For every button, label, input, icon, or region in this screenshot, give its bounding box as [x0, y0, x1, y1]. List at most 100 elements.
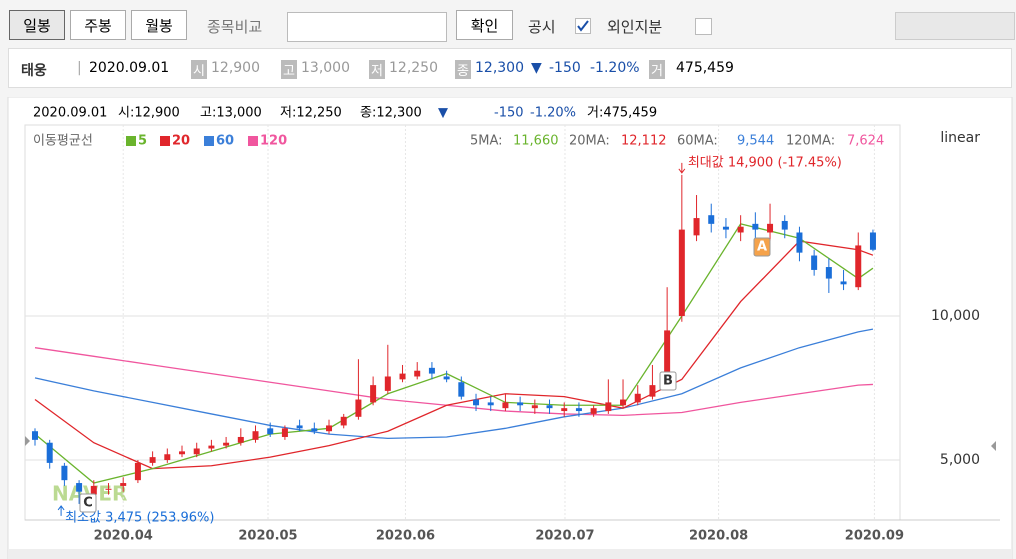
marker: A	[757, 240, 767, 255]
candle-body	[134, 462, 141, 481]
foreign-checkbox[interactable]	[695, 18, 712, 35]
candle-body	[722, 226, 729, 230]
candle-body	[164, 454, 171, 461]
volume: 475,459	[676, 60, 734, 76]
high: 13,000	[301, 60, 350, 76]
candle-body	[179, 451, 186, 455]
candle-body	[605, 402, 612, 412]
week-button[interactable]: 주봉	[70, 10, 126, 40]
legend-title: 이동평균선	[33, 134, 93, 149]
h-volume: 거:475,459	[587, 106, 657, 121]
candle-body	[252, 431, 259, 440]
confirm-button[interactable]: 확인	[456, 10, 513, 40]
toolbar: 일봉 주봉 월봉 종목비교 확인 공시 외인지분	[0, 0, 1016, 46]
left-arrow[interactable]	[25, 436, 30, 446]
open: 12,900	[211, 60, 260, 76]
candle-body	[811, 255, 818, 270]
ma-value: 9,544	[737, 134, 774, 149]
right-arrow[interactable]	[991, 441, 996, 451]
candle-body	[664, 330, 671, 386]
candle-body	[561, 408, 568, 412]
candle-body	[458, 382, 465, 397]
candle-body	[781, 220, 788, 230]
sep: |	[77, 60, 82, 76]
y-tick-label: 10,000	[931, 308, 980, 324]
x-tick-label: 2020.05	[238, 529, 297, 544]
ma-value: 12,112	[621, 134, 667, 149]
ma-value: 11,660	[513, 134, 559, 149]
max-arrow	[678, 162, 686, 174]
x-tick-label: 2020.07	[535, 529, 594, 544]
h-date: 2020.09.01	[33, 106, 107, 121]
candle-body	[428, 367, 435, 374]
candle-body	[237, 436, 244, 443]
ma-label: 20MA:	[569, 134, 610, 149]
h-open: 시:12,900	[118, 106, 180, 121]
min-annotation: 최소값 3,475 (253.96%)	[65, 510, 214, 525]
volume-label: 거	[649, 60, 665, 79]
scale-label: linear	[940, 130, 980, 146]
ma-label: 5MA:	[470, 134, 503, 149]
day-button[interactable]: 일봉	[9, 10, 65, 40]
candle-body	[752, 223, 759, 230]
candle-body	[90, 485, 97, 495]
candle-body	[384, 376, 391, 391]
candle-body	[193, 448, 200, 455]
ma-line	[34, 328, 874, 440]
candle-body	[46, 442, 53, 463]
candle-body	[575, 408, 582, 412]
date: 2020.09.01	[89, 60, 170, 76]
candle-body	[281, 428, 288, 437]
candle-body	[796, 232, 803, 253]
candle-body	[61, 465, 68, 481]
candle-body	[855, 245, 862, 288]
candle-body	[767, 223, 774, 233]
candle-body	[678, 229, 685, 317]
candle-body	[31, 431, 38, 440]
open-label: 시	[191, 60, 207, 79]
marker: C	[83, 496, 93, 511]
chart-panel: 2020.09.01 시:12,900 고:13,000 저:12,250 종:…	[7, 97, 1013, 559]
arrow: ▼	[531, 60, 542, 76]
candle-body	[311, 428, 318, 432]
marker-box	[753, 237, 771, 257]
candle-body	[296, 425, 303, 429]
candle-body	[487, 402, 494, 406]
candle-body	[620, 399, 627, 406]
change-pct: -1.20%	[590, 60, 640, 76]
foreign-label: 외인지분	[607, 18, 663, 36]
legend-label: 60	[216, 134, 234, 149]
low: 12,250	[389, 60, 438, 76]
candle-body	[370, 385, 377, 403]
candle-body	[76, 483, 83, 492]
candle-body	[120, 483, 127, 486]
h-change: -150	[494, 106, 524, 121]
candle-body	[473, 399, 480, 406]
candle-body	[634, 393, 641, 403]
candle-body	[326, 425, 333, 432]
candle-body	[693, 218, 700, 236]
candle-body	[649, 385, 656, 397]
candle-body	[340, 416, 347, 426]
y-tick-label: 5,000	[940, 452, 980, 468]
max-annotation: 최대값 14,900 (-17.45%)	[688, 155, 842, 170]
month-button[interactable]: 월봉	[131, 10, 187, 40]
x-tick-label: 2020.06	[376, 529, 435, 544]
candle-body	[208, 445, 215, 449]
compare-label: 종목비교	[207, 18, 263, 36]
tool-icons[interactable]	[895, 12, 1015, 40]
candle-body	[590, 408, 597, 414]
compare-input[interactable]	[287, 12, 447, 42]
disclosure-checkbox[interactable]	[575, 18, 591, 34]
candle-body	[105, 488, 112, 490]
candle-body	[737, 226, 744, 233]
ma-value: 7,624	[847, 134, 884, 149]
marker: B	[663, 374, 673, 389]
h-change-pct: -1.20%	[530, 106, 576, 121]
h-arrow: ▼	[438, 106, 448, 121]
legend-swatch	[126, 136, 136, 146]
low-label: 저	[369, 60, 385, 79]
candle-body	[443, 376, 450, 380]
candle-body	[546, 405, 553, 409]
